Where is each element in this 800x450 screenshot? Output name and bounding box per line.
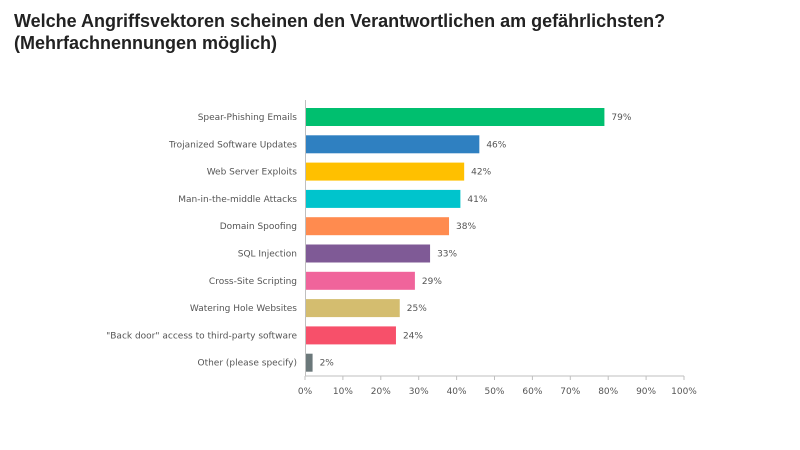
bar — [305, 189, 461, 208]
bar — [305, 162, 465, 181]
value-label: 38% — [456, 222, 476, 232]
x-tick-label: 80% — [598, 387, 618, 397]
chart-title-line-2: (Mehrfachnennungen möglich) — [14, 33, 277, 53]
bar — [305, 326, 396, 345]
chart-title-line-1: Welche Angriffsvektoren scheinen den Ver… — [14, 11, 666, 31]
x-tick-label: 100% — [671, 387, 697, 397]
value-label: 79% — [611, 113, 631, 123]
x-tick-label: 20% — [371, 387, 391, 397]
bar — [305, 299, 400, 318]
category-label: SQL Injection — [238, 250, 297, 260]
chart-title: Welche Angriffsvektoren scheinen den Ver… — [14, 10, 784, 54]
value-label: 46% — [486, 140, 506, 150]
value-label: 24% — [403, 331, 423, 341]
bar — [305, 271, 415, 290]
category-label: Cross-Site Scripting — [209, 277, 297, 287]
bar — [305, 135, 480, 154]
bar — [305, 244, 431, 263]
x-tick-label: 60% — [522, 387, 542, 397]
value-label: 2% — [320, 359, 335, 369]
x-tick-label: 50% — [484, 387, 504, 397]
value-label: 25% — [407, 304, 427, 314]
category-label: Domain Spoofing — [220, 222, 297, 232]
category-label: Other (please specify) — [197, 359, 297, 369]
x-tick-label: 40% — [447, 387, 467, 397]
category-label: Man-in-the-middle Attacks — [178, 195, 297, 205]
category-label: Trojanized Software Updates — [168, 140, 297, 150]
category-label: Watering Hole Websites — [190, 304, 297, 314]
x-tick-label: 0% — [298, 387, 313, 397]
category-label: Web Server Exploits — [207, 168, 298, 178]
x-tick-label: 70% — [560, 387, 580, 397]
bar — [305, 108, 605, 126]
category-label: Spear-Phishing Emails — [198, 113, 298, 123]
value-label: 41% — [467, 195, 487, 205]
x-tick-label: 90% — [636, 387, 656, 397]
value-label: 29% — [422, 277, 442, 287]
x-tick-label: 10% — [333, 387, 353, 397]
x-tick-label: 30% — [409, 387, 429, 397]
bar — [305, 353, 313, 372]
category-label: "Back door" access to third-party softwa… — [106, 331, 297, 341]
value-label: 42% — [471, 168, 491, 178]
value-label: 33% — [437, 250, 457, 260]
bar — [305, 217, 450, 236]
